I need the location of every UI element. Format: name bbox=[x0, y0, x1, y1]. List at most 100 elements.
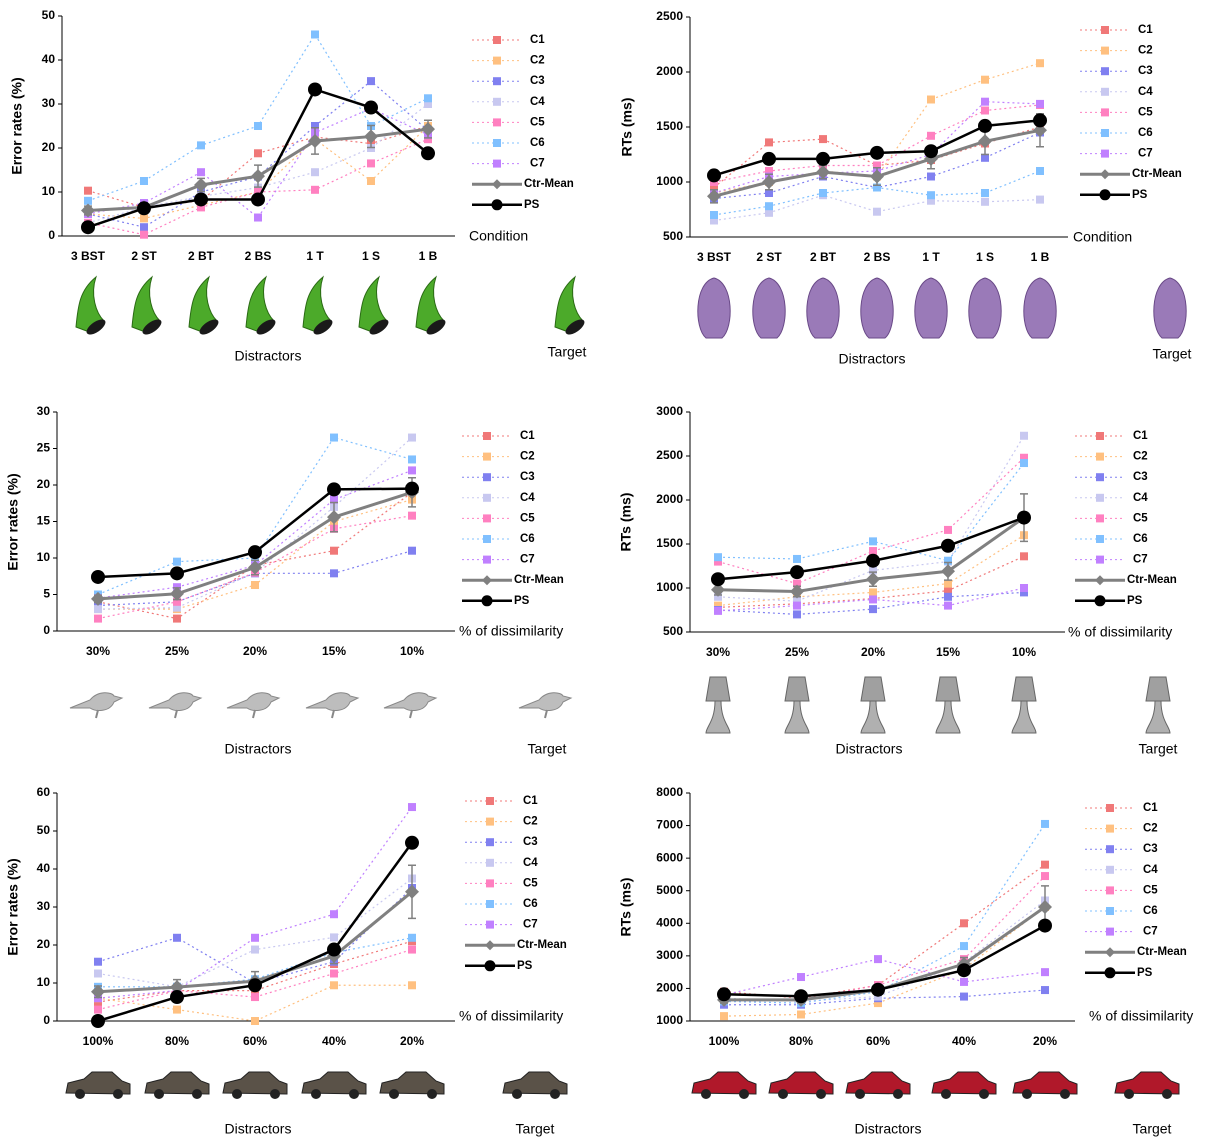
legend-label: C4 bbox=[1133, 492, 1148, 504]
data-point bbox=[408, 546, 416, 555]
x-tick-label: 3 BST bbox=[71, 249, 106, 263]
legend-marker bbox=[486, 900, 494, 908]
legend-marker bbox=[1101, 87, 1109, 96]
data-point bbox=[94, 605, 102, 614]
object-shadow bbox=[369, 319, 389, 335]
legend-marker bbox=[1106, 845, 1114, 854]
data-point bbox=[330, 569, 338, 578]
legend-marker bbox=[486, 879, 494, 888]
y-tick-label: 0 bbox=[43, 623, 50, 637]
x-tick-label: 1 B bbox=[1031, 250, 1050, 264]
series-line bbox=[97, 806, 413, 999]
legend-marker bbox=[486, 920, 494, 929]
object-image bbox=[75, 275, 105, 334]
data-point bbox=[408, 933, 416, 942]
data-point bbox=[408, 433, 416, 442]
legend-marker bbox=[1096, 432, 1104, 440]
y-tick-label: 40 bbox=[42, 52, 56, 66]
data-point bbox=[869, 605, 877, 614]
data-point bbox=[874, 955, 882, 964]
legend-marker bbox=[483, 514, 491, 523]
legend-label: C3 bbox=[530, 75, 545, 87]
legend-marker bbox=[1104, 967, 1116, 979]
target-label: Target bbox=[1153, 346, 1192, 362]
y-tick-label: 8000 bbox=[656, 785, 683, 799]
data-point bbox=[793, 601, 801, 610]
data-point bbox=[1020, 431, 1028, 440]
data-point bbox=[170, 990, 184, 1005]
y-tick-label: 5000 bbox=[656, 883, 683, 897]
data-point bbox=[1020, 584, 1028, 592]
x-axis-label: Condition bbox=[1073, 229, 1132, 245]
legend-label: C6 bbox=[1133, 533, 1148, 545]
y-tick-label: 10 bbox=[37, 975, 51, 989]
x-tick-label: 3 BST bbox=[697, 250, 732, 264]
data-point bbox=[765, 208, 773, 217]
data-point bbox=[251, 192, 265, 207]
series-line bbox=[724, 989, 1046, 1006]
distractors-label: Distractors bbox=[839, 351, 906, 367]
y-tick-label: 1000 bbox=[656, 580, 683, 594]
data-point bbox=[873, 207, 881, 216]
data-point bbox=[944, 556, 952, 565]
data-point bbox=[710, 183, 718, 192]
object-image bbox=[1153, 277, 1187, 339]
data-point bbox=[1036, 167, 1044, 175]
object-wheel bbox=[550, 1089, 560, 1099]
object-wheel bbox=[979, 1089, 989, 1099]
x-tick-label: 1 T bbox=[922, 250, 940, 264]
x-tick-label: 60% bbox=[243, 1034, 267, 1048]
data-point bbox=[819, 189, 827, 197]
data-point bbox=[408, 803, 416, 812]
y-axis-label: RTs (ms) bbox=[619, 98, 635, 157]
data-point bbox=[1036, 195, 1044, 204]
object-wheel bbox=[1124, 1089, 1134, 1099]
data-point bbox=[978, 118, 992, 133]
object-wheel bbox=[389, 1089, 399, 1099]
data-point bbox=[330, 433, 338, 442]
y-tick-label: 10 bbox=[42, 184, 56, 198]
data-point bbox=[960, 992, 968, 1001]
data-point bbox=[94, 957, 102, 966]
data-point bbox=[173, 614, 181, 623]
y-tick-label: 2000 bbox=[656, 64, 683, 78]
data-point bbox=[960, 919, 968, 928]
object-wheel bbox=[154, 1089, 164, 1099]
y-tick-label: 20 bbox=[37, 937, 51, 951]
x-tick-label: 40% bbox=[322, 1034, 346, 1048]
data-point bbox=[1041, 860, 1049, 869]
object-image bbox=[1145, 676, 1171, 702]
data-point bbox=[1041, 986, 1049, 995]
y-tick-label: 50 bbox=[37, 823, 51, 837]
data-point bbox=[714, 601, 722, 610]
data-point bbox=[254, 188, 262, 196]
data-point bbox=[327, 942, 341, 957]
data-point bbox=[869, 588, 877, 597]
object-leg bbox=[95, 709, 99, 719]
legend-label: C2 bbox=[1138, 45, 1153, 57]
data-point bbox=[197, 141, 205, 150]
y-tick-label: 1500 bbox=[656, 119, 683, 133]
data-point bbox=[816, 165, 830, 180]
object-image bbox=[914, 277, 948, 339]
x-tick-label: 1 B bbox=[419, 249, 438, 263]
y-tick-label: 15 bbox=[37, 514, 51, 528]
object-image bbox=[188, 275, 218, 334]
legend-label: C6 bbox=[520, 533, 535, 545]
legend-marker bbox=[1106, 907, 1114, 915]
y-tick-label: 20 bbox=[42, 140, 56, 154]
y-tick-label: 0 bbox=[43, 1013, 50, 1027]
legend-label: C4 bbox=[520, 492, 535, 504]
object-base bbox=[784, 700, 810, 734]
data-point bbox=[94, 969, 102, 978]
x-tick-label: 1 T bbox=[306, 249, 324, 263]
y-tick-label: 2500 bbox=[656, 448, 683, 462]
data-point bbox=[81, 203, 95, 218]
legend-label: PS bbox=[517, 960, 533, 972]
legend-marker bbox=[1101, 129, 1109, 137]
data-point bbox=[871, 982, 885, 997]
legend-marker bbox=[485, 940, 495, 951]
x-tick-label: 1 S bbox=[976, 250, 994, 264]
data-point bbox=[944, 586, 952, 595]
data-point bbox=[254, 122, 262, 130]
